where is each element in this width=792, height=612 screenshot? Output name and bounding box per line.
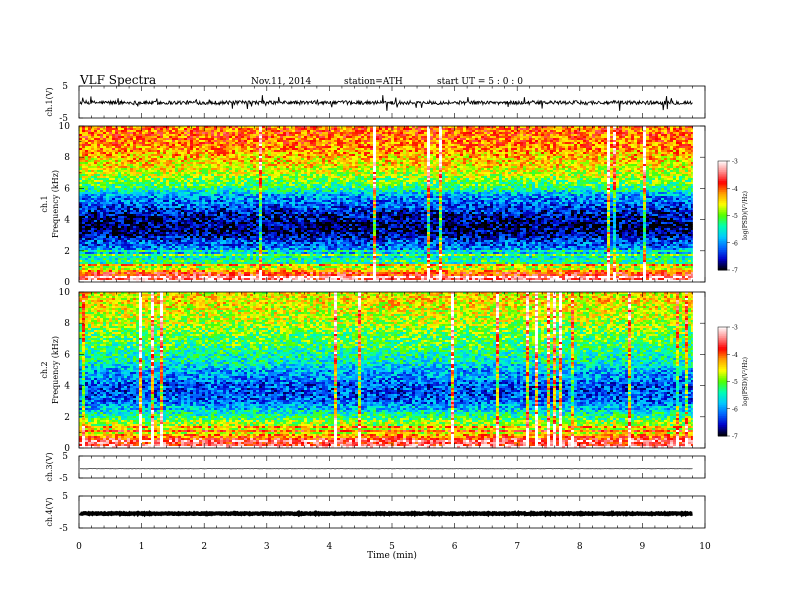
ch2_spec-colorbar-tick-label: -6 xyxy=(732,406,738,413)
ch3_wave-ylabel: ch.3(V) xyxy=(45,452,54,481)
ch1_spec-ytick-label: 6 xyxy=(64,184,70,194)
ch1_spec-colorbar xyxy=(718,161,727,271)
vlf-spectra-figure: 5-5ch.1(V)1086420ch.1 Frequency (kHz)-3-4… xyxy=(0,0,792,612)
ch2_spec-ytick-label: 6 xyxy=(64,350,70,360)
ch2_spec-colorbar-tick-label: -5 xyxy=(732,379,738,386)
ch1_spec-channel-label: ch.1 xyxy=(40,195,49,212)
ch2_spec-colorbar-tick-label: -4 xyxy=(732,352,738,359)
ch.4(V)-line xyxy=(80,513,693,514)
ch4_wave-ylabel: ch.4(V) xyxy=(45,497,54,526)
ch1_spec-colorbar-tick-label: -7 xyxy=(732,268,738,275)
ch1_spec-ytick-label: 8 xyxy=(64,153,70,163)
ch2_spec-channel-label: ch.2 xyxy=(40,361,49,378)
ch1_spec-colorbar-label: log(PSD)(V²/Hz) xyxy=(742,191,749,240)
x-tick-label: 8 xyxy=(577,542,583,552)
ch2_spec-colorbar-tick-label: -3 xyxy=(732,325,738,332)
x-tick-label: 2 xyxy=(201,542,207,552)
ch3_wave-ytick-label: 5 xyxy=(62,452,68,462)
x-tick-label: 3 xyxy=(264,542,270,552)
ch4_wave-ytick-label: 5 xyxy=(62,492,68,502)
ch.1(V)-line xyxy=(80,95,693,111)
ch1_spec-ytick-label: 2 xyxy=(64,247,70,257)
ch4_wave-ytick-label: -5 xyxy=(59,524,68,534)
ch1_spec-colorbar-tick-label: -3 xyxy=(732,159,738,166)
ch1_spec-colorbar-tick-label: -4 xyxy=(732,186,738,193)
ch1_wave-ylabel: ch.1(V) xyxy=(45,87,54,116)
x-tick-label: 6 xyxy=(452,542,458,552)
ch2_spec-ytick-label: 4 xyxy=(64,382,70,392)
ch3_wave-ytick-label: -5 xyxy=(59,474,68,484)
x-tick-label: 0 xyxy=(76,542,82,552)
ch1_spec-ylabel: Frequency (kHz) xyxy=(51,170,60,238)
ch1_spec-colorbar-tick-label: -5 xyxy=(732,213,738,220)
x-tick-label: 9 xyxy=(640,542,646,552)
ch2_spec-colorbar-tick-label: -7 xyxy=(732,434,738,441)
ch2_spec-ytick-label: 2 xyxy=(64,413,70,423)
ch2_spec-ylabel: Frequency (kHz) xyxy=(51,336,60,404)
ch1_spec-ytick-label: 4 xyxy=(64,216,70,226)
x-axis-label: Time (min) xyxy=(367,550,417,561)
x-tick-label: 4 xyxy=(327,542,333,552)
ch2_spec-colorbar xyxy=(718,327,727,437)
ch1_wave-ytick-label: 5 xyxy=(62,82,68,92)
ch.2-spectrogram-cells xyxy=(79,292,693,448)
ch1_spec-colorbar-tick-label: -6 xyxy=(732,240,738,247)
x-tick-label: 10 xyxy=(699,542,711,552)
x-tick-label: 1 xyxy=(139,542,145,552)
ch2_spec-ytick-label: 8 xyxy=(64,319,70,329)
ch1_spec-ytick-label: 10 xyxy=(59,122,71,132)
ch.1-spectrogram-cells xyxy=(79,126,693,282)
ch2_spec-colorbar-label: log(PSD)(V²/Hz) xyxy=(742,357,749,406)
x-tick-label: 7 xyxy=(514,542,520,552)
ch2_spec-ytick-label: 10 xyxy=(59,288,71,298)
ch1_spec-ytick-label: 0 xyxy=(64,278,70,288)
